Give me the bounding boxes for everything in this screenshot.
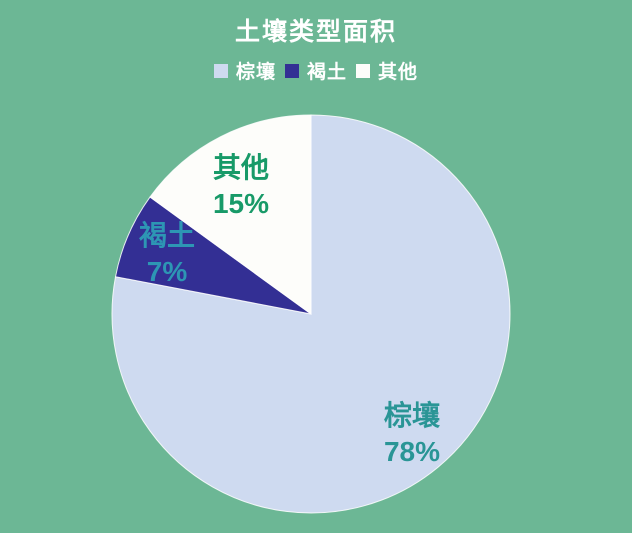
- legend-label-qita: 其他: [378, 62, 419, 83]
- legend-label-hetu: 褐土: [306, 62, 347, 83]
- legend-swatch-qita: [356, 63, 370, 78]
- slice-label-qita-name: 其他: [212, 152, 270, 183]
- slice-label-zongrang-pct: 78%: [383, 436, 441, 467]
- slice-label-qita-pct: 15%: [212, 188, 270, 219]
- slice-label-hetu: 褐土 7%: [139, 218, 195, 290]
- legend-item-qita: 其他: [356, 57, 418, 84]
- pie-slice-zongrang: [111, 114, 511, 514]
- legend-item-zongrang: 棕壤: [213, 57, 276, 84]
- slice-label-zongrang-name: 棕壤: [383, 400, 441, 431]
- legend-swatch-zongrang: [213, 63, 228, 78]
- pie-slice-qita: [149, 114, 312, 315]
- slice-label-hetu-pct: 7%: [146, 256, 188, 287]
- slice-label-zongrang: 棕壤 78%: [384, 398, 440, 470]
- legend-label-zongrang: 棕壤: [235, 62, 276, 83]
- legend-item-hetu: 褐土: [284, 57, 347, 84]
- slice-label-hetu-name: 褐土: [138, 220, 196, 251]
- legend-swatch-hetu: [284, 63, 299, 78]
- chart-title: 土壤类型面积: [234, 18, 397, 46]
- legend: 棕壤 褐土 其他: [0, 57, 632, 84]
- slice-label-qita: 其他 15%: [213, 150, 269, 222]
